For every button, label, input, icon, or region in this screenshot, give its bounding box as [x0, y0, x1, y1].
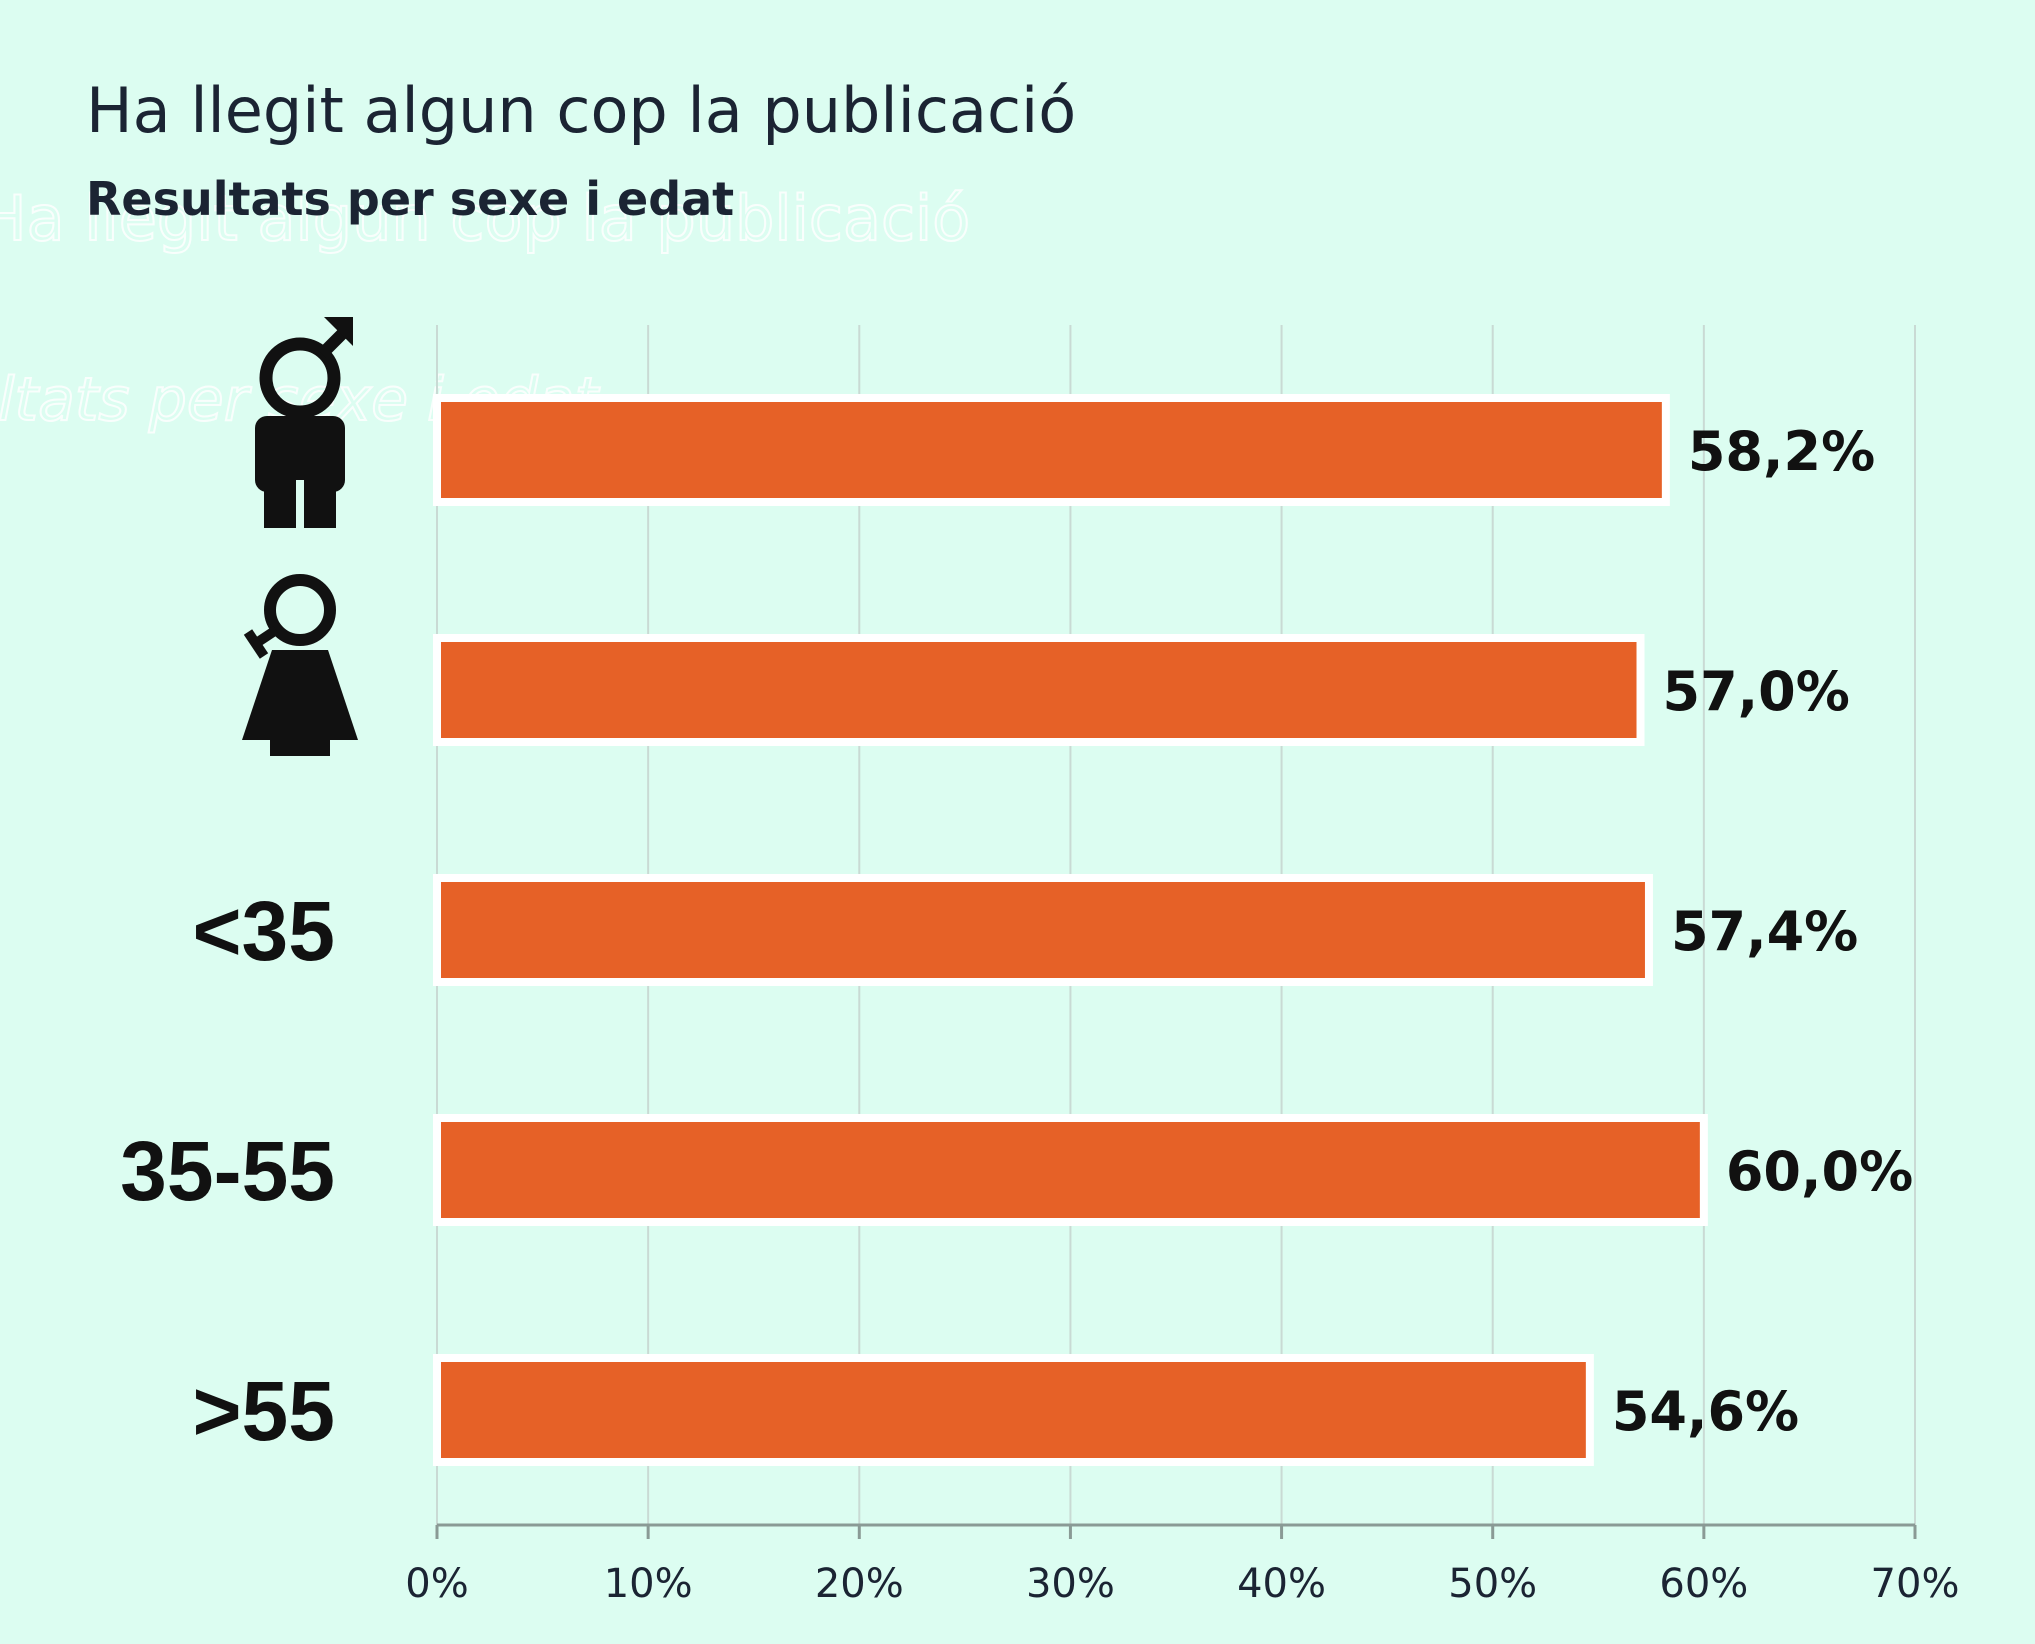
chart-subtitle: Resultats per sexe i edat [86, 172, 734, 226]
x-tick-label: 40% [1237, 1561, 1326, 1607]
bar-value-label: 58,2% [1688, 420, 1875, 483]
female-icon [242, 574, 358, 756]
x-tick-label: 0% [405, 1561, 468, 1607]
bar-value-label: 57,4% [1671, 900, 1858, 963]
bars [433, 394, 1708, 1466]
bar-value-label: 54,6% [1612, 1380, 1799, 1443]
male-icon [255, 317, 353, 528]
x-tick-label: 60% [1659, 1561, 1748, 1607]
bar-value-label: 57,0% [1663, 660, 1850, 723]
bar [433, 1114, 1708, 1226]
bar [433, 874, 1653, 986]
x-tick-label: 10% [604, 1561, 693, 1607]
category-labels: <35 35-55 >55 [120, 884, 335, 1458]
x-tick-label: 50% [1448, 1561, 1537, 1607]
x-tick-label: 70% [1871, 1561, 1960, 1607]
x-axis: 0% 10% 20% 30% 40% 50% 60% 70% [405, 1523, 1960, 1607]
bar [433, 394, 1670, 506]
chart-title: Ha llegit algun cop la publicació [86, 74, 1076, 147]
bar [433, 634, 1645, 746]
category-label: <35 [193, 884, 336, 978]
ghost-title-echo: Ha llegit algun cop la publicació [0, 182, 970, 255]
bar [433, 1354, 1594, 1466]
x-tick-label: 20% [815, 1561, 904, 1607]
category-label: >55 [193, 1364, 336, 1458]
bar-value-label: 60,0% [1726, 1140, 1913, 1203]
x-tick-label: 30% [1026, 1561, 1115, 1607]
value-labels: 58,2% 57,0% 57,4% 60,0% 54,6% [1612, 420, 1913, 1443]
category-label: 35-55 [120, 1124, 335, 1218]
